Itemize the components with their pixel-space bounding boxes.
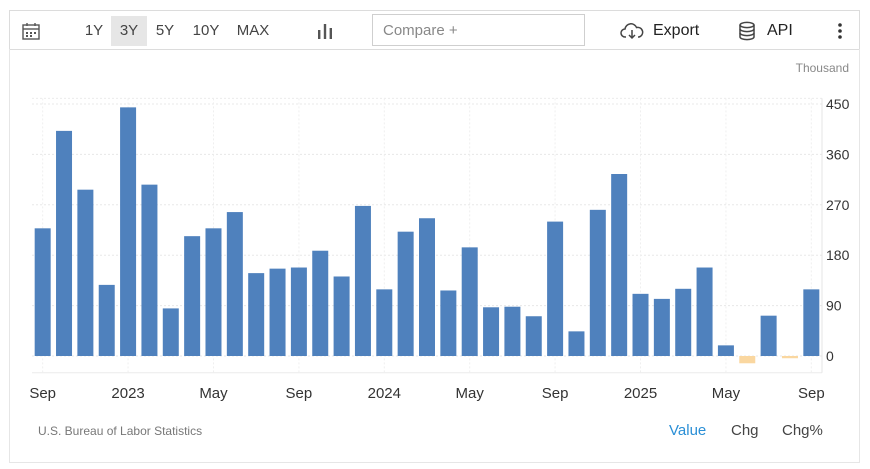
bar[interactable]: Sep 2022: 228 xyxy=(34,228,51,356)
range-5y-button[interactable]: 5Y xyxy=(155,22,175,39)
bar[interactable]: Sep 2024: 240 xyxy=(547,221,564,356)
x-tick-label: Sep xyxy=(542,385,569,402)
range-3y-button[interactable]: 3Y xyxy=(111,16,147,46)
source-label: U.S. Bureau of Labor Statistics xyxy=(38,424,203,438)
bar[interactable]: Apr 2024: 117 xyxy=(440,290,457,356)
toolbar: 1Y 3Y 5Y 10Y MAX Export API xyxy=(9,10,860,50)
bar[interactable]: Mar 2025: 120 xyxy=(675,288,692,356)
x-tick-label: Sep xyxy=(29,385,56,402)
bar[interactable]: Oct 2023: 188 xyxy=(312,250,329,356)
bar[interactable]: Oct 2022: 402 xyxy=(56,130,73,356)
bar[interactable]: Sep 2023: 158 xyxy=(290,267,307,356)
export-label: Export xyxy=(653,22,700,39)
bar[interactable]: Jun 2023: 257 xyxy=(226,212,243,356)
calendar-icon[interactable] xyxy=(22,22,40,40)
bar[interactable]: Oct 2024: 44 xyxy=(568,331,585,356)
x-tick-label: May xyxy=(199,385,228,402)
x-tick-label: 2024 xyxy=(368,385,401,402)
mode-value-button[interactable]: Value xyxy=(669,422,707,439)
y-tick-label: 90 xyxy=(826,298,842,314)
x-tick-label: Sep xyxy=(798,385,825,402)
bar[interactable]: Aug 2025: -4 xyxy=(781,356,798,359)
bar[interactable]: May 2024: 194 xyxy=(461,247,478,356)
database-icon xyxy=(739,21,755,41)
bar[interactable]: Nov 2023: 142 xyxy=(333,276,350,356)
bar[interactable]: Feb 2023: 306 xyxy=(141,184,158,356)
bar[interactable]: Jan 2023: 444 xyxy=(120,107,137,356)
bar[interactable]: Jul 2025: 72 xyxy=(760,315,777,356)
chart-bars: Sep 2022: 228Oct 2022: 402Nov 2022: 297D… xyxy=(34,107,820,364)
y-tick-label: 270 xyxy=(826,197,850,213)
y-tick-label: 180 xyxy=(826,247,850,263)
x-tick-label: 2025 xyxy=(624,385,657,402)
chart-type-icon[interactable] xyxy=(316,22,334,40)
mode-chg-button[interactable]: Chg xyxy=(731,422,759,439)
range-max-button[interactable]: MAX xyxy=(236,22,270,39)
x-tick-label: 2023 xyxy=(111,385,144,402)
range-1y-button[interactable]: 1Y xyxy=(84,22,104,39)
x-tick-label: Sep xyxy=(286,385,313,402)
bar[interactable]: Apr 2025: 158 xyxy=(696,267,713,356)
x-tick-label: May xyxy=(456,385,485,402)
api-label: API xyxy=(767,22,793,39)
bar[interactable]: Nov 2022: 297 xyxy=(77,189,94,356)
bar[interactable]: Aug 2023: 156 xyxy=(269,268,286,356)
bar[interactable]: May 2025: 19 xyxy=(717,345,734,356)
bar[interactable]: Mar 2024: 246 xyxy=(419,218,435,356)
y-tick-label: 450 xyxy=(826,96,850,112)
bar[interactable]: Dec 2024: 325 xyxy=(611,174,628,356)
y-tick-label: 0 xyxy=(826,348,834,364)
bar[interactable]: Sep 2025: 119 xyxy=(803,289,820,356)
compare-input[interactable] xyxy=(372,14,585,46)
more-options-icon[interactable] xyxy=(832,19,848,43)
bar[interactable]: Mar 2023: 85 xyxy=(162,308,179,356)
api-button[interactable]: API xyxy=(738,16,802,46)
mode-chg-pct-button[interactable]: Chg% xyxy=(782,422,823,439)
bar[interactable]: Jan 2025: 111 xyxy=(632,293,649,356)
x-axis: Sep 2023 May Sep 2024 May Sep 2025 May Sep xyxy=(29,385,824,402)
bar[interactable]: Jan 2024: 119 xyxy=(376,289,393,356)
bar[interactable]: Dec 2022: 127 xyxy=(98,284,115,356)
x-tick-label: May xyxy=(712,385,741,402)
bar[interactable]: May 2023: 228 xyxy=(205,228,222,356)
cloud-download-icon xyxy=(620,23,644,40)
chart-frame xyxy=(9,49,860,463)
range-10y-button[interactable]: 10Y xyxy=(192,22,220,39)
bar[interactable]: Jun 2025: -13 xyxy=(739,356,756,364)
bar[interactable]: Nov 2024: 261 xyxy=(589,209,606,356)
bar[interactable]: Dec 2023: 268 xyxy=(354,205,371,356)
y-axis: 0 90 180 270 360 450 xyxy=(826,96,850,364)
bar[interactable]: Jul 2023: 148 xyxy=(248,273,265,356)
bar[interactable]: Apr 2023: 214 xyxy=(184,236,201,356)
bar[interactable]: Aug 2024: 71 xyxy=(525,316,542,356)
y-tick-label: 360 xyxy=(826,146,850,162)
unit-label: Thousand xyxy=(795,61,849,75)
export-button[interactable]: Export xyxy=(620,16,712,46)
bar[interactable]: Feb 2024: 222 xyxy=(397,231,414,356)
bar[interactable]: Jun 2024: 87 xyxy=(483,307,500,356)
bar[interactable]: Jul 2024: 88 xyxy=(504,306,521,356)
bar[interactable]: Feb 2025: 102 xyxy=(653,298,670,356)
